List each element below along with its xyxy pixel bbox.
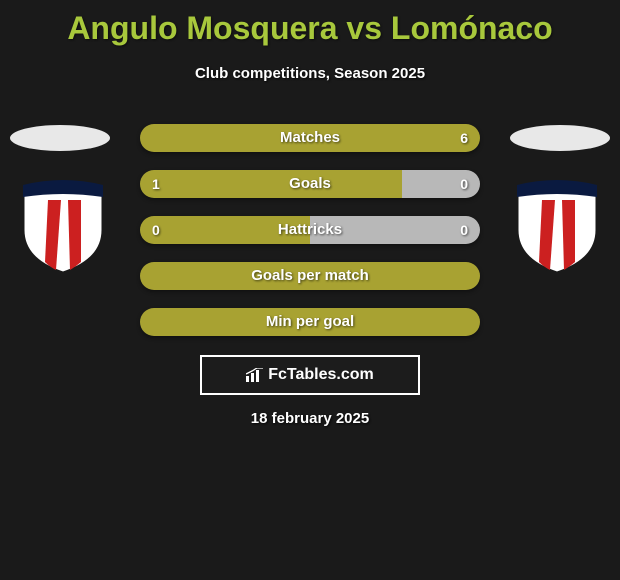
watermark-text: FcTables.com xyxy=(246,366,374,384)
stat-bar-right: 0 xyxy=(402,170,480,198)
stat-bar-row: 10Goals xyxy=(140,170,480,198)
stat-bar-right xyxy=(468,262,480,290)
player-oval-right xyxy=(510,125,610,151)
stat-bar-right: 6 xyxy=(152,124,480,152)
club-shield-left xyxy=(18,175,108,275)
stat-bar-right: 0 xyxy=(310,216,480,244)
club-shield-right xyxy=(512,175,602,275)
stat-bar-right xyxy=(468,308,480,336)
chart-icon xyxy=(246,368,264,382)
subtitle: Club competitions, Season 2025 xyxy=(0,65,620,82)
stat-bar-left xyxy=(140,262,468,290)
stat-bar-left: 0 xyxy=(140,216,310,244)
stat-bar-left xyxy=(140,308,468,336)
player-oval-left xyxy=(10,125,110,151)
page-title: Angulo Mosquera vs Lomónaco xyxy=(0,0,620,47)
stats-bars: 6Matches 10Goals 00Hattricks Goals per matc… xyxy=(140,124,480,354)
stat-bar-row: 6Matches xyxy=(140,124,480,152)
watermark-label: FcTables.com xyxy=(268,366,374,384)
date-text: 18 february 2025 xyxy=(0,410,620,427)
watermark-box: FcTables.com xyxy=(200,355,420,395)
stat-bar-row: Goals per match xyxy=(140,262,480,290)
stat-bar-row: 00Hattricks xyxy=(140,216,480,244)
stat-bar-left: 1 xyxy=(140,170,402,198)
stat-bar-left xyxy=(140,124,152,152)
stat-bar-row: Min per goal xyxy=(140,308,480,336)
